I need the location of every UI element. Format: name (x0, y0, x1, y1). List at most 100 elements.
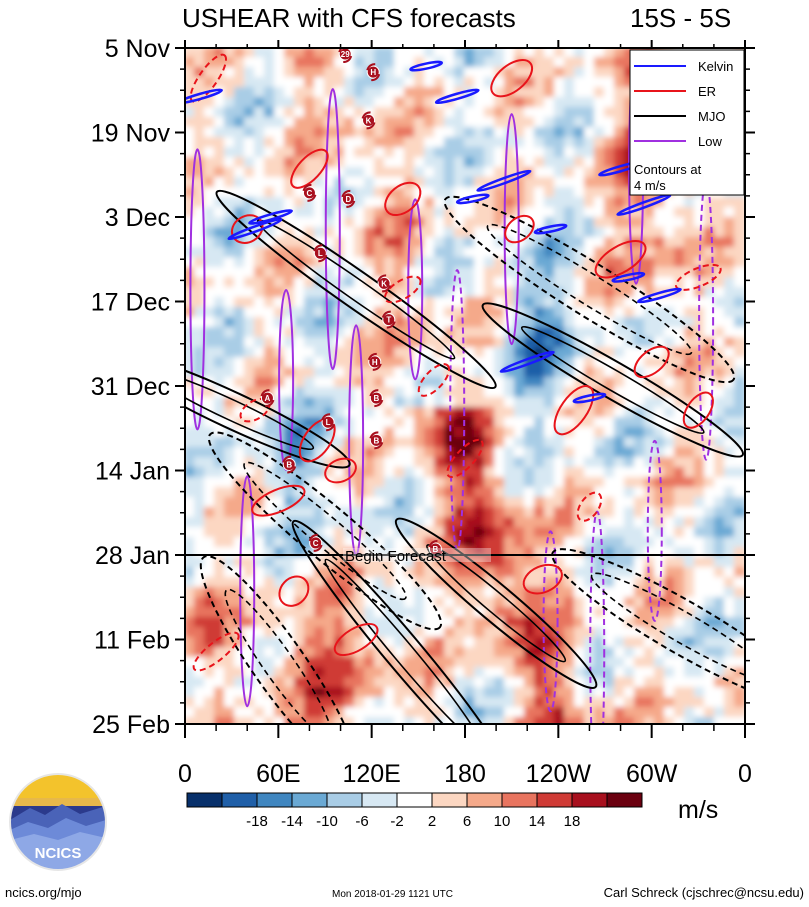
shear-cell (614, 247, 626, 259)
shear-cell (724, 717, 736, 724)
colorbar-label: -14 (281, 813, 303, 830)
shear-cell (674, 387, 686, 399)
shear-cell (404, 587, 416, 599)
shear-cell (594, 87, 606, 99)
shear-cell (464, 127, 476, 139)
shear-cell (594, 477, 606, 489)
shear-cell (424, 48, 436, 59)
shear-cell (574, 287, 586, 299)
shear-cell (264, 177, 276, 189)
cyclone-marker: K (361, 111, 376, 130)
shear-cell (434, 67, 446, 79)
shear-cell (234, 77, 246, 89)
shear-cell (474, 487, 486, 499)
shear-cell (254, 467, 266, 479)
shear-cell (474, 97, 486, 109)
shear-cell (474, 667, 486, 679)
shear-cell (185, 707, 196, 719)
shear-cell (214, 407, 226, 419)
shear-cell (504, 457, 516, 469)
shear-cell (434, 137, 446, 149)
colorbar-swatch (326, 792, 363, 808)
shear-cell (594, 647, 606, 659)
shear-cell (714, 277, 726, 289)
shear-cell (264, 537, 276, 549)
shear-cell (294, 397, 306, 409)
shear-cell (294, 357, 306, 369)
shear-cell (534, 427, 546, 439)
shear-cell (254, 347, 266, 359)
shear-cell (374, 487, 386, 499)
shear-cell (544, 637, 556, 649)
shear-cell (284, 48, 296, 59)
legend-entry-er: ER (634, 84, 716, 99)
shear-cell (554, 417, 566, 429)
shear-cell (284, 97, 296, 109)
shear-cell (214, 717, 226, 724)
shear-cell (314, 657, 326, 669)
shear-cell (554, 377, 566, 389)
shear-cell (314, 307, 326, 319)
shear-cell (524, 677, 536, 689)
shear-cell (214, 207, 226, 219)
shear-cell (534, 487, 546, 499)
shear-cell (364, 417, 376, 429)
shear-cell (514, 457, 526, 469)
shear-cell (714, 607, 726, 619)
shear-cell (674, 307, 686, 319)
shear-cell (354, 267, 366, 279)
shear-cell (594, 177, 606, 189)
shear-cell (674, 447, 686, 459)
shear-cell (334, 607, 346, 619)
shear-cell (354, 67, 366, 79)
shear-cell (484, 137, 496, 149)
shear-cell (464, 417, 476, 429)
shear-cell (634, 457, 646, 469)
shear-cell (574, 517, 586, 529)
shear-cell (724, 287, 736, 299)
shear-cell (644, 557, 656, 569)
shear-cell (684, 217, 696, 229)
shear-cell (564, 537, 576, 549)
shear-cell (704, 237, 716, 249)
shear-cell (604, 677, 616, 689)
shear-cell (624, 457, 636, 469)
shear-cell (404, 317, 416, 329)
shear-cell (554, 197, 566, 209)
shear-cell (664, 677, 676, 689)
shear-cell (454, 217, 466, 229)
shear-cell (514, 48, 526, 59)
shear-cell (534, 717, 546, 724)
shear-cell (524, 157, 536, 169)
shear-cell (314, 187, 326, 199)
shear-cell (734, 317, 745, 329)
shear-cell (185, 417, 196, 429)
shear-cell (604, 57, 616, 69)
shear-cell (424, 457, 436, 469)
shear-cell (384, 257, 396, 269)
shear-cell (684, 197, 696, 209)
shear-cell (404, 167, 416, 179)
colorbar-units: m/s (678, 796, 718, 824)
shear-cell (694, 587, 706, 599)
shear-cell (734, 567, 745, 579)
shear-cell (414, 417, 426, 429)
shear-cell (564, 717, 576, 724)
shear-cell (364, 667, 376, 679)
shear-cell (544, 717, 556, 724)
shear-cell (194, 457, 206, 469)
shear-cell (724, 247, 736, 259)
shear-cell (604, 337, 616, 349)
shear-cell (384, 577, 396, 589)
shear-cell (274, 527, 286, 539)
er-contour (278, 575, 310, 607)
shear-cell (574, 577, 586, 589)
shear-cell (374, 517, 386, 529)
shear-cell (664, 377, 676, 389)
shear-cell (394, 57, 406, 69)
shear-cell (185, 127, 196, 139)
shear-cell (274, 127, 286, 139)
kelvin-contour (455, 193, 490, 205)
shear-cell (354, 717, 366, 724)
shear-cell (334, 87, 346, 99)
